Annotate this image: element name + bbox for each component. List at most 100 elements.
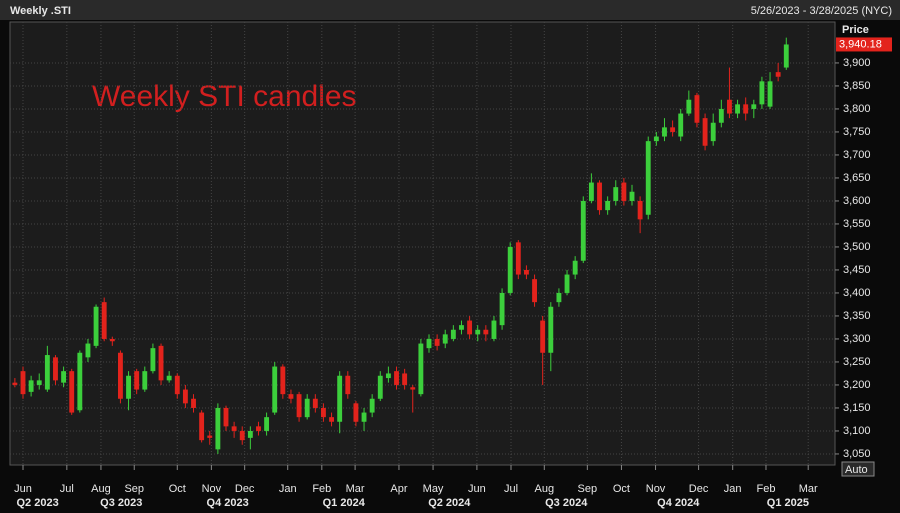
candle-body xyxy=(174,375,180,395)
candle-body xyxy=(442,334,448,344)
candle-body xyxy=(247,430,253,438)
candle-body xyxy=(109,338,115,342)
candle-body xyxy=(467,320,473,335)
candle-body xyxy=(134,371,140,390)
candle-body xyxy=(653,136,659,142)
candle-body xyxy=(36,380,42,385)
candle-body xyxy=(28,380,34,392)
candle-body xyxy=(191,398,196,408)
auto-button[interactable] xyxy=(841,461,875,477)
candle-body xyxy=(199,412,205,441)
y-tick-label: 3,500 xyxy=(843,241,871,253)
y-tick-label: 3,200 xyxy=(843,379,871,391)
candle-body xyxy=(44,355,50,390)
y-tick-label: 3,550 xyxy=(843,218,871,230)
candle-body xyxy=(101,302,107,339)
x-tick-label: Dec xyxy=(235,483,255,495)
y-tick-label: 3,450 xyxy=(843,264,871,276)
candle-body xyxy=(402,373,408,385)
x-tick-label: Feb xyxy=(756,483,775,495)
x-tick-label: Jun xyxy=(14,483,32,495)
x-tick-label: Aug xyxy=(535,483,555,495)
chart-title: Weekly .STI xyxy=(10,5,71,17)
candle-body xyxy=(645,141,651,215)
x-tick-label: Jan xyxy=(724,483,742,495)
candle-body xyxy=(475,329,481,335)
candle-body xyxy=(605,200,611,211)
quarter-label: Q4 2024 xyxy=(657,497,700,509)
axis-mode[interactable]: Auto xyxy=(845,464,868,476)
x-tick-label: Sep xyxy=(578,483,598,495)
x-tick-label: Jan xyxy=(279,483,297,495)
candle-body xyxy=(20,371,26,395)
candle-body xyxy=(369,398,375,413)
candle-body xyxy=(694,95,700,123)
quarter-label: Q1 2024 xyxy=(323,497,366,509)
candle-body xyxy=(93,306,99,346)
candle-body xyxy=(117,352,123,399)
y-tick-label: 3,800 xyxy=(843,103,871,115)
quarter-label: Q3 2023 xyxy=(100,497,142,509)
date-range: 5/26/2023 - 3/28/2025 (NYC) xyxy=(751,5,892,17)
candle-body xyxy=(524,269,529,275)
quarter-label: Q1 2025 xyxy=(767,497,809,509)
candle-body xyxy=(126,375,131,399)
y-tick-label: 3,400 xyxy=(843,287,871,299)
y-tick-label: 3,650 xyxy=(843,172,871,184)
last-price-label: 3,940.18 xyxy=(839,38,882,50)
candle-body xyxy=(580,200,586,261)
candle-body xyxy=(166,375,172,381)
candle-body xyxy=(410,387,416,390)
quarter-label: Q2 2023 xyxy=(17,497,59,509)
candle-body xyxy=(385,373,391,379)
y-tick-label: 3,700 xyxy=(843,149,871,161)
y-tick-label: 3,250 xyxy=(843,356,871,368)
candle-body xyxy=(686,99,692,114)
candle-body xyxy=(727,99,732,114)
candle-body xyxy=(783,44,789,68)
x-tick-label: Jun xyxy=(468,483,486,495)
y-tick-label: 3,600 xyxy=(843,195,871,207)
candle-body xyxy=(320,407,326,418)
candle-body xyxy=(743,104,749,114)
candle-body xyxy=(459,325,464,330)
candle-body xyxy=(418,343,424,395)
candle-body xyxy=(231,426,237,431)
quarter-label: Q2 2024 xyxy=(428,497,471,509)
candle-body xyxy=(718,108,724,123)
candle-body xyxy=(710,122,716,142)
x-tick-label: Nov xyxy=(646,483,666,495)
candle-body xyxy=(735,104,740,114)
candle-body xyxy=(499,292,505,326)
candle-body xyxy=(597,182,602,211)
candle-body xyxy=(556,292,562,303)
candle-body xyxy=(507,246,513,293)
candle-body xyxy=(434,338,440,346)
candle-body xyxy=(491,320,497,339)
candle-body xyxy=(304,398,310,418)
candle-body xyxy=(69,371,75,413)
y-tick-label: 3,100 xyxy=(843,425,871,437)
candle-body xyxy=(532,279,537,303)
candle-body xyxy=(621,182,627,201)
candle-body xyxy=(223,407,229,427)
x-tick-label: Aug xyxy=(91,483,111,495)
quarter-label: Q4 2023 xyxy=(207,497,249,509)
candle-body xyxy=(264,417,270,431)
candle-body xyxy=(77,352,83,411)
candle-body xyxy=(572,260,578,275)
candle-body xyxy=(207,435,213,438)
candle-body xyxy=(53,357,58,381)
x-tick-label: Dec xyxy=(689,483,709,495)
candle-body xyxy=(483,329,489,335)
y-tick-label: 3,300 xyxy=(843,333,871,345)
candle-body xyxy=(775,72,781,77)
y-tick-label: 3,350 xyxy=(843,310,871,322)
candle-body xyxy=(150,348,156,372)
candle-body xyxy=(540,320,546,353)
candle-body xyxy=(377,375,383,399)
candle-body xyxy=(296,394,302,418)
header-bar xyxy=(0,0,900,20)
x-tick-label: Jul xyxy=(60,483,74,495)
